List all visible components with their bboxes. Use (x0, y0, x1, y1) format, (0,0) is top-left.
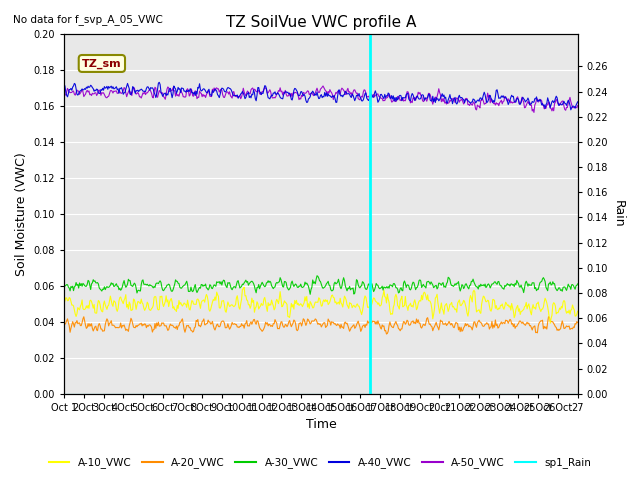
Title: TZ SoilVue VWC profile A: TZ SoilVue VWC profile A (226, 15, 416, 30)
Y-axis label: Rain: Rain (612, 200, 625, 228)
Legend: A-10_VWC, A-20_VWC, A-30_VWC, A-40_VWC, A-50_VWC, sp1_Rain: A-10_VWC, A-20_VWC, A-30_VWC, A-40_VWC, … (44, 453, 596, 472)
X-axis label: Time: Time (305, 419, 336, 432)
Y-axis label: Soil Moisture (VWC): Soil Moisture (VWC) (15, 152, 28, 276)
Text: No data for f_svp_A_05_VWC: No data for f_svp_A_05_VWC (13, 13, 163, 24)
Text: TZ_sm: TZ_sm (82, 59, 122, 69)
